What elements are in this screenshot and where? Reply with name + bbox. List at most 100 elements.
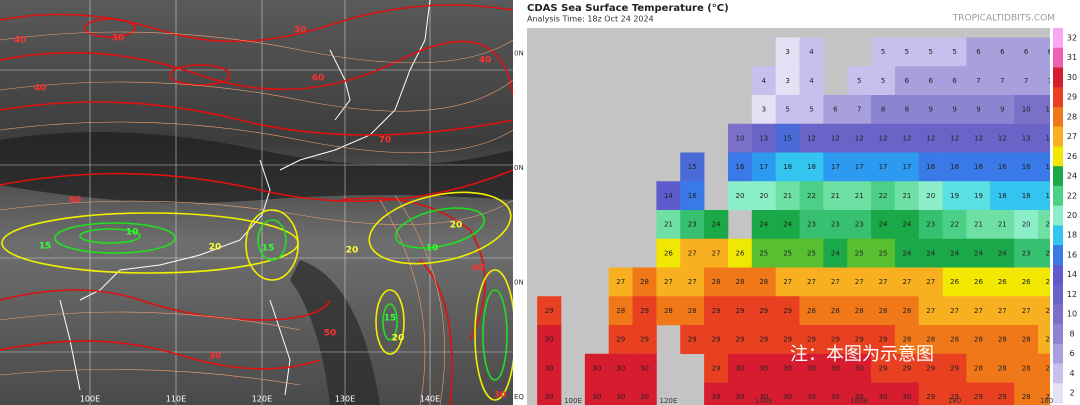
sst-value: 28: [974, 336, 983, 344]
sst-cell: [823, 95, 848, 124]
sst-cell: [847, 382, 872, 405]
sst-cell: [942, 267, 967, 297]
sst-value: 24: [831, 249, 840, 257]
sst-value: 27: [926, 307, 935, 315]
colorbar-segment: [1053, 284, 1063, 305]
lon-label: 100E: [80, 395, 100, 404]
sst-cell: [775, 382, 800, 405]
sst-cell: [942, 37, 967, 67]
colorbar-label: 18: [1067, 231, 1077, 240]
sst-value: 27: [902, 278, 911, 286]
sst-cell: [871, 66, 896, 96]
sst-value: 29: [950, 393, 959, 401]
sst-cell: [871, 325, 896, 354]
sst-cell: [799, 382, 824, 405]
sst-cell: [1038, 353, 1050, 383]
sst-cell: [918, 382, 943, 405]
sst-value: 25: [855, 249, 864, 257]
sst-value: 28: [1022, 336, 1031, 344]
sst-value: 18: [783, 163, 792, 171]
sst-cell: [918, 353, 943, 383]
sst-cell: [537, 296, 562, 326]
sst-cell: [775, 123, 800, 153]
sst-cell: [1038, 181, 1050, 211]
sst-cell: [966, 66, 991, 96]
sst-value: 8: [881, 106, 885, 114]
sst-value: 30: [592, 364, 601, 372]
sst-value: 23: [1046, 249, 1055, 257]
sst-cell: [775, 95, 800, 124]
sst-value: 27: [807, 278, 816, 286]
sst-value: 25: [783, 249, 792, 257]
sst-value: 12: [831, 134, 840, 142]
sst-cell: [894, 325, 920, 354]
sst-value: 30: [545, 393, 554, 401]
sst-value: 21: [1046, 221, 1055, 229]
sst-cell: [990, 325, 1015, 354]
sst-value: 29: [616, 336, 625, 344]
sst-cell: [656, 267, 681, 297]
sst-cell: [704, 238, 729, 268]
sst-cell: [680, 267, 705, 297]
sst-value: 20: [926, 192, 935, 200]
sst-value: 26: [1046, 278, 1055, 286]
sst-value: 23: [855, 221, 864, 229]
sst-value: 15: [688, 163, 697, 171]
sst-cell: [608, 382, 633, 405]
sst-cell: [656, 296, 681, 326]
colorbar-label: 20: [1067, 211, 1077, 220]
colorbar-segment: [1053, 225, 1063, 246]
sst-value: 24: [974, 249, 983, 257]
sst-value: 30: [783, 393, 792, 401]
sst-cell: [894, 353, 920, 383]
sst-cell: [1038, 95, 1050, 124]
sst-cell: [1038, 123, 1050, 153]
sst-cell: [990, 37, 1015, 67]
sst-value: 5: [809, 106, 813, 114]
sst-value: 10: [735, 134, 744, 142]
lon-label: 140E: [755, 397, 773, 405]
sst-value: 4: [809, 77, 814, 85]
sst-grid: 3 4 5 5 5 5 6 6 6 6 4 3 4 5 5 6 6 6 7 7 7 7 3 5 5 6 7 8 8 9 9 9 9 10 10 10 1…: [537, 37, 1055, 405]
sst-cell: [918, 267, 943, 297]
sst-cell: [727, 181, 753, 211]
colorbar-label: 12: [1067, 290, 1077, 299]
sst-cell: [1014, 95, 1039, 124]
sst-value: 30: [640, 364, 649, 372]
contour-label: 30: [494, 391, 507, 401]
sst-cell: [966, 353, 991, 383]
sst-cell: [966, 37, 991, 67]
sst-cell: [751, 325, 776, 354]
sst-cell: [704, 353, 729, 383]
colorbar-segment: [1053, 304, 1063, 325]
sst-value: 30: [807, 364, 816, 372]
sst-cell: [966, 296, 991, 326]
colorbar-label: 16: [1067, 250, 1077, 259]
sst-cell: [1014, 66, 1039, 96]
sst-value: 27: [879, 278, 888, 286]
sst-value: 23: [807, 221, 816, 229]
sst-value: 12: [974, 134, 983, 142]
sst-value: 7: [976, 77, 980, 85]
sst-cell: [799, 353, 824, 383]
sst-cell: [871, 353, 896, 383]
sst-value: 28: [735, 278, 744, 286]
sst-value: 6: [1048, 48, 1053, 56]
colorbar-label: 29: [1067, 93, 1077, 102]
sst-cell: [823, 123, 848, 153]
sst-value: 30: [879, 393, 888, 401]
sst-cell: [656, 238, 681, 268]
sst-cell: [775, 296, 800, 326]
sst-value: 10: [1022, 106, 1031, 114]
lon-label: 110E: [166, 395, 186, 404]
sst-cell: [990, 267, 1015, 297]
sst-cell: [823, 296, 848, 326]
sst-cell: [751, 95, 776, 124]
sst-value: 29: [783, 336, 792, 344]
sst-value: 16: [926, 163, 935, 171]
sst-cell: [632, 296, 657, 326]
lon-label: 160W: [1040, 397, 1060, 405]
sst-value: 28: [950, 336, 959, 344]
sst-cell: [918, 238, 943, 268]
